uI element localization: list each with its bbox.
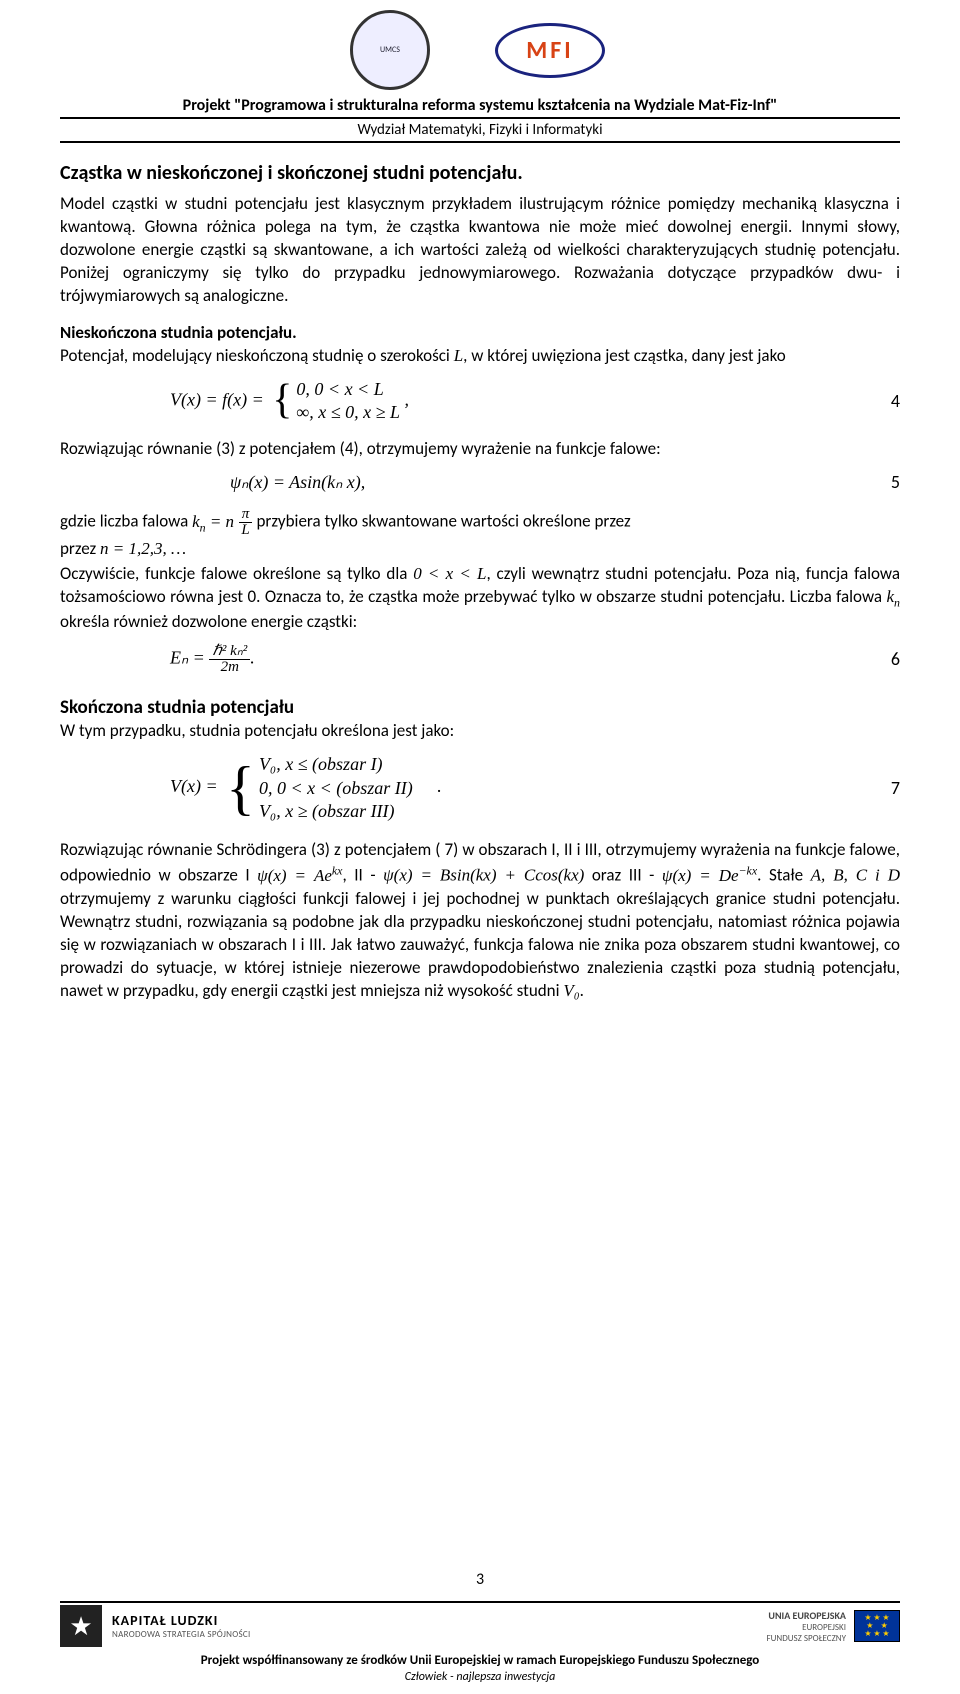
constants-abcd: A, B, C i D <box>811 866 900 885</box>
psi-region1: ψ(x) = Aekx <box>257 866 342 885</box>
eq6-num: ℏ² kₙ² <box>209 644 250 660</box>
symbol-L: L <box>454 346 463 365</box>
footer-rule <box>60 1601 900 1603</box>
finite-well-block: Skończona studnia potencjału W tym przyp… <box>60 695 900 744</box>
eq7-lhs: V(x) = <box>170 776 222 796</box>
brace-icon: { <box>226 773 255 803</box>
psi-region2: ψ(x) = Bsin(kx) + Ccos(kx) <box>383 866 584 885</box>
heading-finite-well: Skończona studnia potencjału <box>60 696 294 719</box>
logo-mfi-text: MFI <box>526 36 573 65</box>
page-number: 3 <box>60 1570 900 1589</box>
p4: gdzie liczba falowa kn = n πL przybiera … <box>60 507 900 561</box>
eq7-row2: 0, 0 < x < (obszar II) <box>259 777 413 800</box>
p2-part-b: , w której uwięziona jest cząstka, dany … <box>463 345 786 366</box>
eq7-row3: V₀, x ≥ (obszar III) <box>259 800 413 823</box>
p7c: oraz III - <box>584 865 662 886</box>
header-subtitle: Wydział Matematyki, Fizyki i Informatyki <box>60 121 900 139</box>
psi-region3: ψ(x) = De−kx <box>662 866 757 885</box>
equation-6: Eₙ = ℏ² kₙ² 2m . 6 <box>60 644 900 675</box>
brace-icon: { <box>272 390 292 411</box>
p4b: przybiera tylko skwantowane wartości okr… <box>257 511 631 532</box>
p7b: , II - <box>342 865 383 886</box>
project-title: Projekt "Programowa i strukturalna refor… <box>60 96 900 115</box>
logo-mfi: MFI <box>490 10 610 90</box>
footer-line1: Projekt współfinansowany ze środków Unii… <box>60 1653 900 1668</box>
eq4-row2: ∞, x ≤ 0, x ≥ L <box>296 401 400 424</box>
eq4-number: 4 <box>860 390 900 412</box>
infinite-well-block: Nieskończona studnia potencjału. Potencj… <box>60 322 900 368</box>
content-body: Cząstka w nieskończonej i skończonej stu… <box>60 161 900 1003</box>
eq6-lhs: Eₙ = <box>170 647 209 667</box>
eq7-row1: V₀, x ≤ (obszar I) <box>259 753 413 776</box>
intro-paragraph: Model cząstki w studni potencjału jest k… <box>60 193 900 308</box>
kapital-ludzki-icon: ★ <box>60 1605 102 1647</box>
footer-bar: ★ KAPITAŁ LUDZKI NARODOWA STRATEGIA SPÓJ… <box>60 1605 900 1647</box>
eu-title: UNIA EUROPEJSKA <box>766 1609 846 1622</box>
symbol-v0: V₀ <box>563 981 579 1000</box>
header-logos: UMCS MFI <box>60 0 900 90</box>
kn-frac: kn = n <box>192 512 238 531</box>
eq7-number: 7 <box>860 777 900 799</box>
p4a: gdzie liczba falowa <box>60 511 192 532</box>
page-footer: 3 ★ KAPITAŁ LUDZKI NARODOWA STRATEGIA SP… <box>60 1570 900 1684</box>
equation-5: ψₙ(x) = Asin(kₙ x), 5 <box>60 471 900 493</box>
p4-prefix: przez <box>60 538 100 559</box>
kl-title: KAPITAŁ LUDZKI <box>112 1612 251 1629</box>
p2-part-a: Potencjał, modelujący nieskończoną studn… <box>60 345 454 366</box>
eq7-body: V(x) = { V₀, x ≤ (obszar I) 0, 0 < x < (… <box>170 753 860 823</box>
eq4-row1: 0, 0 < x < L <box>296 378 400 401</box>
heading-main: Cząstka w nieskończonej i skończonej stu… <box>60 161 900 185</box>
equation-4: V(x) = f(x) = { 0, 0 < x < L ∞, x ≤ 0, x… <box>60 378 900 425</box>
header-rule-top <box>60 117 900 119</box>
p7: Rozwiązując równanie Schrödingera (3) z … <box>60 839 900 1002</box>
p7e: otrzymujemy z warunku ciągłości funkcji … <box>60 888 900 1001</box>
eq6-den: 2m <box>218 660 242 675</box>
p5b: 0 < x < L <box>413 564 486 583</box>
eq6-number: 6 <box>860 648 900 670</box>
eu-sub1: EUROPEJSKI <box>766 1622 846 1633</box>
eu-flag-icon: ★ ★ ★★ ★★ ★ ★ <box>854 1610 900 1642</box>
p3: Rozwiązując równanie (3) z potencjałem (… <box>60 438 900 461</box>
footer-line2: Człowiek - najlepsza inwestycja <box>60 1670 900 1684</box>
equation-4-body: V(x) = f(x) = { 0, 0 < x < L ∞, x ≤ 0, x… <box>170 378 860 425</box>
logo-umcs: UMCS <box>350 10 430 90</box>
logo-mfi-oval: MFI <box>495 23 605 78</box>
eq6-body: Eₙ = ℏ² kₙ² 2m . <box>170 644 860 675</box>
symbol-kn: kn <box>887 587 901 606</box>
eu-stars-icon: ★ ★ ★★ ★★ ★ ★ <box>864 1614 889 1638</box>
star-icon: ★ <box>69 1610 92 1642</box>
p5: Oczywiście, funkcje falowe określone są … <box>60 563 900 633</box>
logo-umcs-text: UMCS <box>380 45 400 55</box>
header-rule-bottom <box>60 141 900 143</box>
footer-right-logo: UNIA EUROPEJSKA EUROPEJSKI FUNDUSZ SPOŁE… <box>766 1609 900 1644</box>
p6: W tym przypadku, studnia potencjału okre… <box>60 720 454 741</box>
eq5-number: 5 <box>860 471 900 493</box>
p4c: n = 1,2,3, … <box>100 539 186 558</box>
kl-subtitle: NARODOWA STRATEGIA SPÓJNOŚCI <box>112 1629 251 1640</box>
p5d: określa również dozwolone energie cząstk… <box>60 611 357 632</box>
eq5-body: ψₙ(x) = Asin(kₙ x), <box>230 472 860 493</box>
p7d: . Stałe <box>757 865 810 886</box>
eu-sub2: FUNDUSZ SPOŁECZNY <box>766 1633 846 1644</box>
footer-left-logo: ★ KAPITAŁ LUDZKI NARODOWA STRATEGIA SPÓJ… <box>60 1605 251 1647</box>
eq4-lhs: V(x) = f(x) = <box>170 389 268 409</box>
heading-infinite-well: Nieskończona studnia potencjału. <box>60 322 297 343</box>
equation-7: V(x) = { V₀, x ≤ (obszar I) 0, 0 < x < (… <box>60 753 900 823</box>
p5a: Oczywiście, funkcje falowe określone są … <box>60 563 413 584</box>
